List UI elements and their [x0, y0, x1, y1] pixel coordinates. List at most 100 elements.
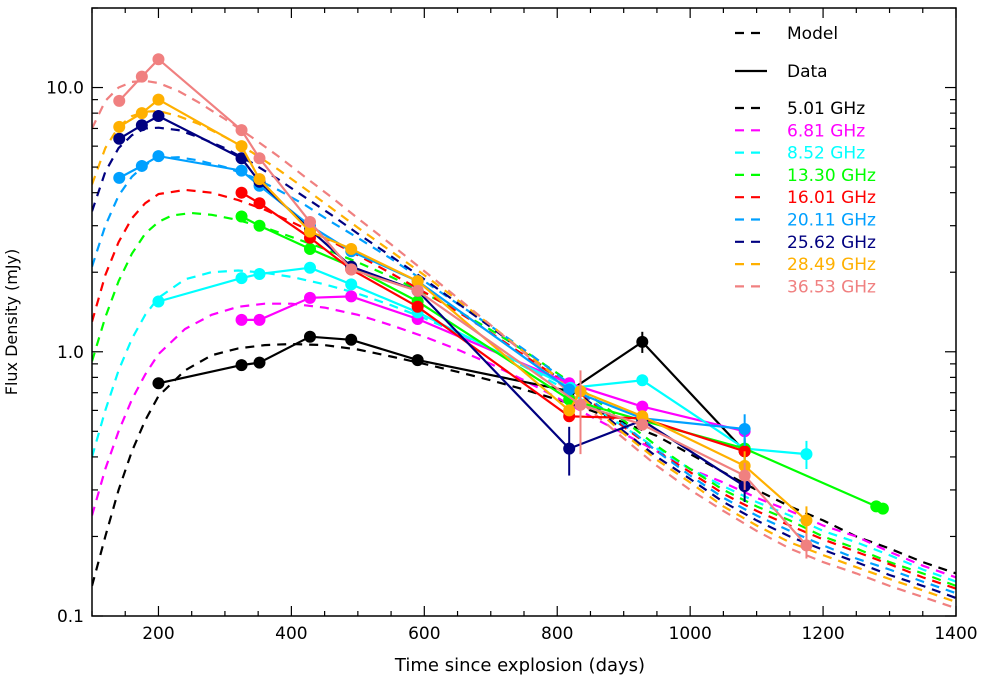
- data-point-36-53-ghz: [345, 263, 358, 276]
- data-point-5-01-ghz: [636, 335, 649, 348]
- legend-label-36-53-ghz: 36.53 GHz: [787, 277, 876, 297]
- x-tick-label: 200: [142, 624, 174, 644]
- data-point-6-81-ghz: [345, 290, 358, 303]
- legend-label-8-52-ghz: 8.52 GHz: [787, 144, 865, 164]
- data-point-5-01-ghz: [235, 359, 248, 372]
- data-point-36-53-ghz: [253, 152, 266, 165]
- data-point-20-11-ghz: [235, 164, 248, 177]
- data-point-28-49-ghz: [636, 410, 649, 423]
- y-tick-label: 1.0: [57, 343, 84, 363]
- data-point-20-11-ghz: [738, 423, 751, 436]
- data-point-16-01-ghz: [253, 197, 266, 210]
- data-point-8-52-ghz: [636, 374, 649, 387]
- legend-label-model: Model: [787, 24, 838, 44]
- data-point-13-30-ghz: [253, 219, 266, 232]
- data-point-8-52-ghz: [303, 261, 316, 274]
- axis-layer: 200 400 600 800 1000 1200 1400 0.1 1.0 10.0: [46, 7, 978, 644]
- data-point-28-49-ghz: [800, 514, 813, 527]
- legend-label-20-11-ghz: 20.11 GHz: [787, 211, 876, 231]
- data-point-28-49-ghz: [135, 107, 148, 120]
- data-point-36-53-ghz: [411, 284, 424, 297]
- data-line-28-49-ghz: [118, 98, 808, 522]
- legend-label-5-01-ghz: 5.01 GHz: [787, 99, 865, 119]
- model-line-25-62-ghz: [92, 126, 956, 600]
- x-axis-label: Time since explosion (days): [394, 655, 645, 676]
- data-point-20-11-ghz: [113, 171, 126, 184]
- data-point-13-30-ghz: [876, 502, 889, 515]
- x-tick-label: 1000: [669, 624, 712, 644]
- x-tick-label: 1400: [934, 624, 977, 644]
- model-line-13-30-ghz: [92, 211, 956, 587]
- model-line-8-52-ghz: [92, 269, 956, 583]
- data-point-28-49-ghz: [253, 173, 266, 186]
- data-point-5-01-ghz: [345, 333, 358, 346]
- legend-label-data: Data: [787, 62, 828, 82]
- legend-label-25-62-ghz: 25.62 GHz: [787, 233, 876, 253]
- data-point-6-81-ghz: [235, 313, 248, 326]
- data-point-8-52-ghz: [235, 272, 248, 285]
- y-tick-label: 0.1: [57, 607, 84, 627]
- data-point-28-49-ghz: [345, 242, 358, 255]
- model-line-6-81-ghz: [92, 302, 956, 579]
- data-point-25-62-ghz: [563, 442, 576, 455]
- data-point-36-53-ghz: [636, 418, 649, 431]
- data-point-16-01-ghz: [235, 186, 248, 199]
- data-point-8-52-ghz: [800, 448, 813, 461]
- data-point-28-49-ghz: [563, 404, 576, 417]
- data-point-20-11-ghz: [152, 150, 165, 163]
- data-point-5-01-ghz: [303, 330, 316, 343]
- data-point-36-53-ghz: [303, 215, 316, 228]
- legend-label-28-49-ghz: 28.49 GHz: [787, 255, 876, 275]
- data-line-5-01-ghz: [158, 335, 746, 453]
- data-point-16-01-ghz: [411, 300, 424, 313]
- legend-label-13-30-ghz: 13.30 GHz: [787, 166, 876, 186]
- data-point-36-53-ghz: [574, 398, 587, 411]
- legend-label-16-01-ghz: 16.01 GHz: [787, 188, 876, 208]
- data-point-28-49-ghz: [303, 225, 316, 238]
- data-point-28-49-ghz: [152, 93, 165, 106]
- data-point-36-53-ghz: [738, 469, 751, 482]
- data-point-36-53-ghz: [152, 53, 165, 66]
- data-line-8-52-ghz: [158, 266, 807, 456]
- data-point-20-11-ghz: [563, 383, 576, 396]
- model-line-28-49-ghz: [92, 109, 956, 604]
- data-point-36-53-ghz: [235, 124, 248, 137]
- data-point-25-62-ghz: [113, 132, 126, 145]
- data-point-25-62-ghz: [235, 152, 248, 165]
- data-point-13-30-ghz: [303, 242, 316, 255]
- x-tick-label: 1200: [801, 624, 844, 644]
- x-tick-label: 400: [275, 624, 307, 644]
- data-point-28-49-ghz: [411, 275, 424, 288]
- data-point-5-01-ghz: [411, 354, 424, 367]
- data-point-6-81-ghz: [303, 291, 316, 304]
- x-tick-label: 600: [408, 624, 440, 644]
- data-point-13-30-ghz: [235, 210, 248, 223]
- legend-label-6-81-ghz: 6.81 GHz: [787, 121, 865, 141]
- data-point-5-01-ghz: [253, 356, 266, 369]
- data-point-13-30-ghz: [563, 393, 576, 406]
- data-point-8-52-ghz: [345, 278, 358, 291]
- data-point-36-53-ghz: [135, 70, 148, 83]
- data-point-25-62-ghz: [135, 119, 148, 132]
- model-line-5-01-ghz: [92, 342, 956, 587]
- data-point-20-11-ghz: [135, 159, 148, 172]
- data-point-28-49-ghz: [235, 140, 248, 153]
- x-tick-label: 800: [541, 624, 573, 644]
- data-point-28-49-ghz: [113, 120, 126, 133]
- data-point-36-53-ghz: [800, 539, 813, 552]
- data-point-5-01-ghz: [152, 377, 165, 390]
- y-tick-label: 10.0: [46, 79, 84, 99]
- data-point-8-52-ghz: [152, 295, 165, 308]
- data-point-25-62-ghz: [152, 110, 165, 123]
- series-layer: [92, 53, 956, 610]
- model-line-36-53-ghz: [92, 79, 956, 610]
- series-clip-group: [92, 53, 956, 610]
- data-point-8-52-ghz: [253, 267, 266, 280]
- data-point-6-81-ghz: [253, 313, 266, 326]
- data-line-16-01-ghz: [240, 191, 746, 453]
- y-axis-label: Flux Density (mJy): [2, 249, 21, 396]
- data-point-36-53-ghz: [113, 94, 126, 107]
